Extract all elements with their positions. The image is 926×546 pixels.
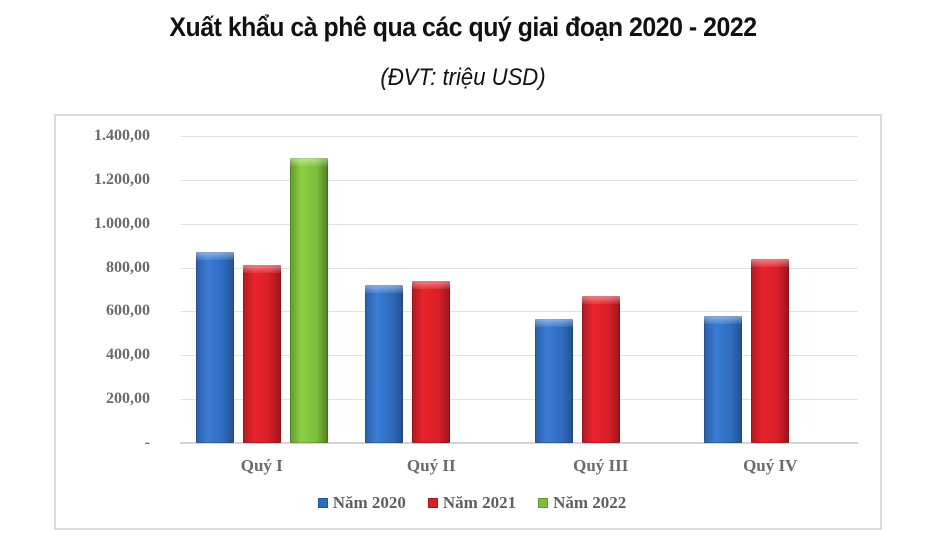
gridline <box>180 355 858 357</box>
gridline <box>180 267 858 269</box>
gridline <box>180 179 858 181</box>
legend-label: Năm 2022 <box>553 493 627 512</box>
x-tick-label: Quý IV <box>743 456 798 475</box>
y-tick-label: 1.400,00 <box>94 127 150 144</box>
y-tick-label: 800,00 <box>106 258 150 276</box>
gridline <box>180 311 858 313</box>
y-tick-label: 400,00 <box>106 346 150 364</box>
x-tick-label: Quý II <box>406 456 456 475</box>
bar-năm-2021-2 <box>412 281 451 443</box>
y-tick-label: 1.000,00 <box>94 214 150 232</box>
legend-item: Năm 2021 <box>427 493 517 513</box>
gridline <box>180 399 858 401</box>
y-tick-label: - <box>144 434 150 451</box>
bar-năm-2021-1 <box>242 264 281 443</box>
y-tick-label: 1.200,00 <box>94 170 150 188</box>
y-tick-label: 200,00 <box>106 390 150 408</box>
legend-swatch-icon <box>427 498 438 508</box>
gridline <box>180 136 858 137</box>
plot-area <box>180 136 858 444</box>
bar-năm-2020-3 <box>534 319 573 443</box>
bar-năm-2020-2 <box>365 285 404 443</box>
bar-năm-2020-1 <box>195 252 234 443</box>
legend-label: Năm 2020 <box>332 493 406 512</box>
legend-swatch-icon <box>317 498 328 508</box>
legend: Năm 2020 Năm 2021 Năm 2022 <box>0 493 926 513</box>
chart-frame <box>54 114 882 530</box>
legend-swatch-icon <box>538 498 549 508</box>
legend-item: Năm 2020 <box>317 493 406 513</box>
chart-title: Xuất khẩu cà phê qua các quý giai đoạn 2… <box>169 12 757 42</box>
bar-năm-2020-4 <box>704 315 743 443</box>
bar-năm-2021-3 <box>581 296 620 443</box>
x-tick-label: Quý III <box>573 456 629 475</box>
legend-label: Năm 2021 <box>442 493 517 512</box>
gridline <box>180 223 858 225</box>
x-tick-label: Quý I <box>240 456 283 475</box>
legend-item: Năm 2022 <box>538 493 626 513</box>
bar-năm-2022-1 <box>289 157 328 443</box>
bar-năm-2021-4 <box>751 259 790 443</box>
x-axis-line <box>180 442 858 444</box>
y-tick-label: 600,00 <box>106 302 150 320</box>
chart-subtitle: (ĐVT: triệu USD) <box>380 64 546 91</box>
